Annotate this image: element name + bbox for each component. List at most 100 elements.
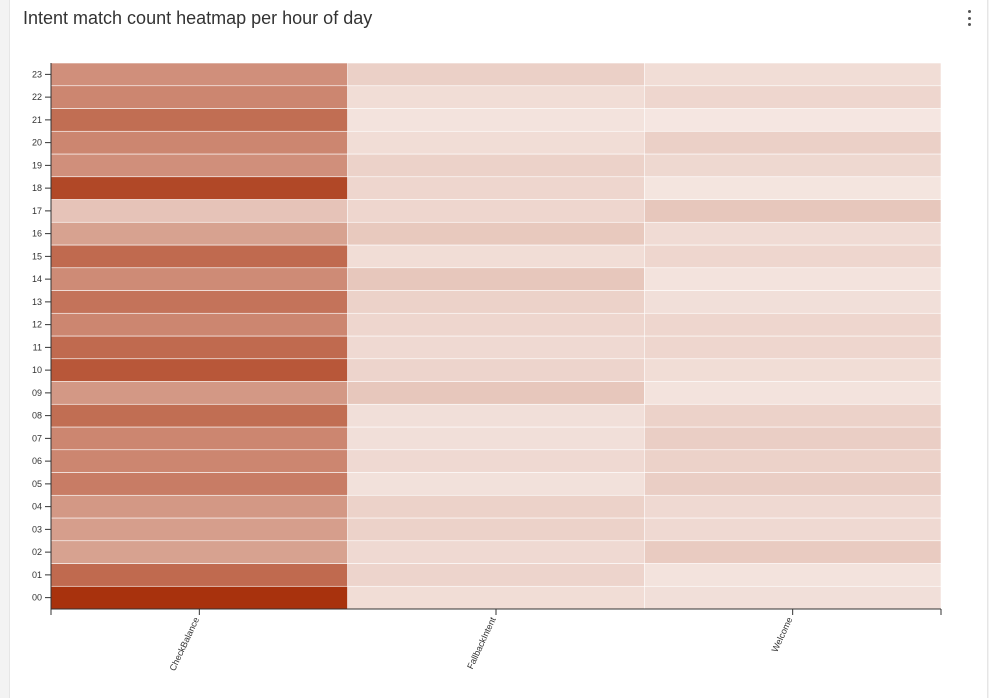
heatmap-cell-Welcome-13[interactable]: [644, 290, 942, 314]
y-tick-label: 04: [32, 502, 42, 512]
x-tick-label: CheckBalance: [168, 616, 202, 673]
heatmap-cell-Welcome-23[interactable]: [644, 62, 942, 87]
heatmap-cell-CheckBalance-22[interactable]: [50, 85, 348, 109]
heatmap-cell-Welcome-14[interactable]: [644, 267, 942, 291]
heatmap-cell-CheckBalance-20[interactable]: [50, 130, 348, 155]
heatmap-cell-FallbackIntent-21[interactable]: [347, 108, 645, 132]
y-tick-label: 12: [32, 320, 42, 330]
heatmap-cell-Welcome-12[interactable]: [644, 312, 942, 337]
heatmap-cell-Welcome-10[interactable]: [644, 358, 942, 382]
heatmap-cell-FallbackIntent-01[interactable]: [347, 563, 645, 587]
heatmap-cell-CheckBalance-03[interactable]: [50, 517, 348, 542]
x-axis: CheckBalance FallbackIntent Welcome: [50, 608, 942, 673]
heatmap-cell-Welcome-06[interactable]: [644, 449, 942, 473]
y-tick-label: 21: [32, 115, 42, 125]
heatmap-cell-Welcome-01[interactable]: [644, 563, 942, 587]
heatmap-cell-CheckBalance-21[interactable]: [50, 108, 348, 132]
x-tick-label: Welcome: [770, 616, 795, 654]
heatmap-cell-CheckBalance-02[interactable]: [50, 540, 348, 564]
heatmap-cell-Welcome-07[interactable]: [644, 426, 942, 451]
y-tick-label: 03: [32, 524, 42, 534]
heatmap-cell-Welcome-15[interactable]: [644, 244, 942, 269]
heatmap-cell-FallbackIntent-00[interactable]: [347, 585, 645, 610]
heatmap-cell-CheckBalance-15[interactable]: [50, 244, 348, 269]
heatmap-cell-Welcome-02[interactable]: [644, 540, 942, 564]
heatmap-cell-Welcome-09[interactable]: [644, 381, 942, 405]
heatmap-cell-FallbackIntent-02[interactable]: [347, 540, 645, 564]
heatmap-cell-FallbackIntent-05[interactable]: [347, 472, 645, 496]
heatmap-cell-FallbackIntent-15[interactable]: [347, 244, 645, 269]
heatmap-cell-FallbackIntent-06[interactable]: [347, 449, 645, 473]
heatmap-cell-Welcome-00[interactable]: [644, 585, 942, 610]
heatmap-cell-CheckBalance-11[interactable]: [50, 335, 348, 360]
heatmap-cell-FallbackIntent-20[interactable]: [347, 130, 645, 155]
heatmap-cell-Welcome-11[interactable]: [644, 335, 942, 360]
heatmap-cell-FallbackIntent-16[interactable]: [347, 221, 645, 246]
heatmap-cell-CheckBalance-00[interactable]: [50, 585, 348, 610]
heatmap-cell-CheckBalance-12[interactable]: [50, 312, 348, 337]
y-tick-label: 09: [32, 388, 42, 398]
x-tick-label: FallbackIntent: [465, 615, 498, 670]
y-tick-label: 15: [32, 251, 42, 261]
heatmap-cell-FallbackIntent-11[interactable]: [347, 335, 645, 360]
heatmap-cell-CheckBalance-14[interactable]: [50, 267, 348, 291]
heatmap-cell-CheckBalance-19[interactable]: [50, 153, 348, 178]
heatmap-cell-FallbackIntent-23[interactable]: [347, 62, 645, 87]
heatmap-cell-FallbackIntent-03[interactable]: [347, 517, 645, 542]
heatmap-cell-Welcome-04[interactable]: [644, 494, 942, 519]
heatmap-cell-FallbackIntent-14[interactable]: [347, 267, 645, 291]
heatmap-cell-Welcome-16[interactable]: [644, 221, 942, 246]
heatmap-cell-FallbackIntent-18[interactable]: [347, 176, 645, 200]
heatmap-cell-FallbackIntent-13[interactable]: [347, 290, 645, 314]
heatmap-cell-Welcome-22[interactable]: [644, 85, 942, 109]
y-tick-label: 10: [32, 365, 42, 375]
heatmap-cell-FallbackIntent-09[interactable]: [347, 381, 645, 405]
heatmap-cell-FallbackIntent-07[interactable]: [347, 426, 645, 451]
heatmap-cell-Welcome-05[interactable]: [644, 472, 942, 496]
heatmap-cell-Welcome-03[interactable]: [644, 517, 942, 542]
heatmap-cell-FallbackIntent-10[interactable]: [347, 358, 645, 382]
more-vertical-icon[interactable]: [963, 10, 975, 26]
heatmap-cell-CheckBalance-06[interactable]: [50, 449, 348, 473]
heatmap-cell-FallbackIntent-08[interactable]: [347, 403, 645, 428]
heatmap-cell-FallbackIntent-12[interactable]: [347, 312, 645, 337]
y-tick-label: 17: [32, 206, 42, 216]
heatmap-cells: [50, 62, 942, 610]
heatmap-cell-Welcome-19[interactable]: [644, 153, 942, 178]
heatmap-cell-CheckBalance-13[interactable]: [50, 290, 348, 314]
y-tick-label: 13: [32, 297, 42, 307]
y-axis: 00 01 02 03 04 05 06 07 08 09 10 11 12 13 14 15 16 17 18 19…: [32, 63, 52, 609]
heatmap-cell-CheckBalance-17[interactable]: [50, 199, 348, 223]
heatmap-cell-Welcome-20[interactable]: [644, 130, 942, 155]
heatmap-cell-CheckBalance-07[interactable]: [50, 426, 348, 451]
y-tick-label: 05: [32, 479, 42, 489]
y-tick-label: 19: [32, 160, 42, 170]
heatmap-cell-CheckBalance-18[interactable]: [50, 176, 348, 200]
y-tick-label: 14: [32, 274, 42, 284]
heatmap-cell-CheckBalance-01[interactable]: [50, 563, 348, 587]
heatmap-cell-FallbackIntent-04[interactable]: [347, 494, 645, 519]
heatmap-cell-CheckBalance-08[interactable]: [50, 403, 348, 428]
heatmap-cell-CheckBalance-05[interactable]: [50, 472, 348, 496]
y-tick-label: 06: [32, 456, 42, 466]
heatmap-cell-Welcome-18[interactable]: [644, 176, 942, 200]
heatmap-cell-CheckBalance-23[interactable]: [50, 62, 348, 87]
heatmap-cell-FallbackIntent-17[interactable]: [347, 199, 645, 223]
y-tick-label: 02: [32, 547, 42, 557]
heatmap-cell-FallbackIntent-19[interactable]: [347, 153, 645, 178]
y-tick-label: 18: [32, 183, 42, 193]
heatmap-cell-CheckBalance-04[interactable]: [50, 494, 348, 519]
y-tick-label: 00: [32, 593, 42, 603]
heatmap-cell-FallbackIntent-22[interactable]: [347, 85, 645, 109]
y-tick-label: 11: [33, 342, 42, 352]
heatmap-cell-CheckBalance-16[interactable]: [50, 221, 348, 246]
y-tick-label: 22: [32, 92, 42, 102]
y-tick-label: 01: [32, 570, 42, 580]
heatmap-cell-Welcome-21[interactable]: [644, 108, 942, 132]
y-tick-label: 23: [32, 69, 42, 79]
heatmap-cell-CheckBalance-10[interactable]: [50, 358, 348, 382]
heatmap-cell-Welcome-08[interactable]: [644, 403, 942, 428]
heatmap-cell-Welcome-17[interactable]: [644, 199, 942, 223]
heatmap-cell-CheckBalance-09[interactable]: [50, 381, 348, 405]
